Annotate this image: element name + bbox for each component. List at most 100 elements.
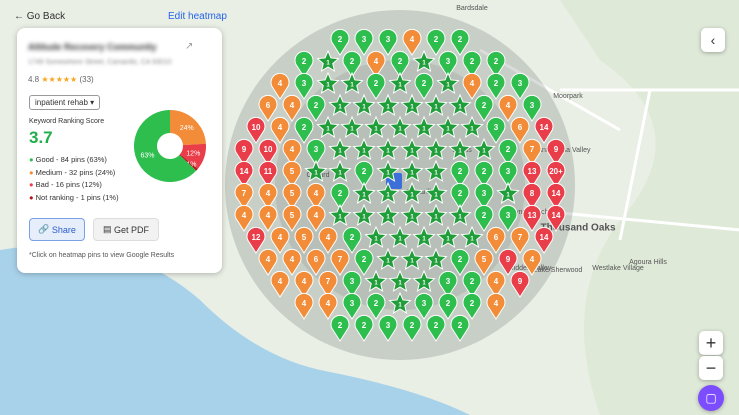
map-pin[interactable]: 3 xyxy=(510,72,530,100)
map-pin[interactable]: 1 xyxy=(352,137,376,160)
zoom-in[interactable]: + xyxy=(699,331,723,355)
map-pin[interactable]: 2 xyxy=(450,160,470,188)
map-pin[interactable]: 2 xyxy=(390,50,410,78)
map-pin[interactable]: 2 xyxy=(498,138,518,166)
map-pin[interactable]: 2 xyxy=(474,160,494,188)
map-pin[interactable]: 10 xyxy=(258,138,278,166)
map-pin[interactable]: 1 xyxy=(424,137,448,160)
map-pin[interactable]: 2 xyxy=(354,160,374,188)
map-pin[interactable]: 2 xyxy=(474,204,494,232)
map-pin[interactable]: 1 xyxy=(400,181,424,204)
map-pin[interactable]: 6 xyxy=(306,248,326,276)
map-pin[interactable]: 2 xyxy=(342,50,362,78)
map-pin[interactable]: 9 xyxy=(546,138,566,166)
map-pin[interactable]: 2 xyxy=(450,248,470,276)
map-pin[interactable]: 4 xyxy=(270,226,290,254)
map-pin[interactable]: 4 xyxy=(234,204,254,232)
map-pin[interactable]: 4 xyxy=(498,94,518,122)
map-pin[interactable]: 4 xyxy=(486,270,506,298)
map-pin[interactable]: 3 xyxy=(486,116,506,144)
map-pin[interactable]: 7 xyxy=(522,138,542,166)
map-pin[interactable]: 4 xyxy=(282,94,302,122)
map-pin[interactable]: 1 xyxy=(328,203,352,226)
map-pin[interactable]: 2 xyxy=(354,314,374,342)
map-pin[interactable]: 1 xyxy=(352,203,376,226)
map-pin[interactable]: 4 xyxy=(306,182,326,210)
map-pin[interactable]: 1 xyxy=(364,115,388,138)
back-link[interactable]: ← Go Back xyxy=(14,11,66,22)
map-pin[interactable]: 3 xyxy=(378,28,398,56)
map-pin[interactable]: 4 xyxy=(486,292,506,320)
share-button[interactable]: 🔗 Share xyxy=(29,218,85,241)
map-pin[interactable]: 5 xyxy=(282,204,302,232)
map-pin[interactable]: 1 xyxy=(412,49,436,72)
map-pin[interactable]: 1 xyxy=(340,115,364,138)
map-pin[interactable]: 1 xyxy=(352,181,376,204)
map-pin[interactable]: 2 xyxy=(354,248,374,276)
map-pin[interactable]: 1 xyxy=(328,159,352,182)
map-pin[interactable]: 13 xyxy=(522,204,542,232)
map-pin[interactable]: 1 xyxy=(388,115,412,138)
map-pin[interactable]: 14 xyxy=(546,204,566,232)
map-pin[interactable]: 1 xyxy=(424,159,448,182)
map-pin[interactable]: 8 xyxy=(522,182,542,210)
map-pin[interactable]: 3 xyxy=(474,182,494,210)
map-pin[interactable]: 2 xyxy=(486,72,506,100)
map-pin[interactable]: 1 xyxy=(496,181,520,204)
map-pin[interactable]: 2 xyxy=(294,50,314,78)
map-pin[interactable]: 4 xyxy=(318,292,338,320)
map-pin[interactable]: 1 xyxy=(316,49,340,72)
map-pin[interactable]: 1 xyxy=(424,181,448,204)
map-pin[interactable]: 2 xyxy=(450,28,470,56)
map-pin[interactable]: 4 xyxy=(258,204,278,232)
map-pin[interactable]: 4 xyxy=(270,270,290,298)
map-pin[interactable]: 13 xyxy=(522,160,542,188)
map-pin[interactable]: 2 xyxy=(462,270,482,298)
map-pin[interactable]: 1 xyxy=(364,269,388,292)
map-pin[interactable]: 3 xyxy=(414,292,434,320)
map-pin[interactable]: 3 xyxy=(498,204,518,232)
map-pin[interactable]: 2 xyxy=(330,314,350,342)
map-pin[interactable]: 1 xyxy=(448,203,472,226)
map-pin[interactable]: 2 xyxy=(330,182,350,210)
map-pin[interactable]: 4 xyxy=(258,182,278,210)
map-pin[interactable]: 7 xyxy=(510,226,530,254)
map-pin[interactable]: 5 xyxy=(282,160,302,188)
map-pin[interactable]: 1 xyxy=(388,269,412,292)
map-pin[interactable]: 2 xyxy=(294,116,314,144)
map-pin[interactable]: 20+ xyxy=(546,160,566,188)
map-pin[interactable]: 1 xyxy=(400,203,424,226)
map-pin[interactable]: 3 xyxy=(438,50,458,78)
map-pin[interactable]: 1 xyxy=(304,159,328,182)
map-pin[interactable]: 1 xyxy=(460,115,484,138)
map-pin[interactable]: 2 xyxy=(366,292,386,320)
map-pin[interactable]: 2 xyxy=(426,314,446,342)
map-pin[interactable]: 1 xyxy=(376,247,400,270)
map-pin[interactable]: 1 xyxy=(400,159,424,182)
map-pin[interactable]: 4 xyxy=(318,226,338,254)
map-pin[interactable]: 2 xyxy=(366,72,386,100)
map-pin[interactable]: 6 xyxy=(510,116,530,144)
map-pin[interactable]: 1 xyxy=(436,225,460,248)
map-pin[interactable]: 1 xyxy=(376,159,400,182)
map-pin[interactable]: 1 xyxy=(376,181,400,204)
map-pin[interactable]: 4 xyxy=(282,138,302,166)
map-pin[interactable]: 2 xyxy=(462,50,482,78)
open-icon[interactable]: ↗ xyxy=(185,41,194,52)
map-pin[interactable]: 1 xyxy=(400,93,424,116)
map-pin[interactable]: 3 xyxy=(378,314,398,342)
map-pin[interactable]: 9 xyxy=(498,248,518,276)
map-pin[interactable]: 1 xyxy=(376,203,400,226)
map-pin[interactable]: 6 xyxy=(486,226,506,254)
map-pin[interactable]: 1 xyxy=(340,71,364,94)
map-pin[interactable]: 2 xyxy=(474,94,494,122)
map-pin[interactable]: 2 xyxy=(486,50,506,78)
map-pin[interactable]: 1 xyxy=(316,115,340,138)
map-pin[interactable]: 1 xyxy=(388,71,412,94)
map-pin[interactable]: 6 xyxy=(258,94,278,122)
map-pin[interactable]: 11 xyxy=(258,160,278,188)
map-pin[interactable]: 1 xyxy=(448,137,472,160)
map-pin[interactable]: 1 xyxy=(376,93,400,116)
map-pin[interactable]: 2 xyxy=(438,292,458,320)
map-pin[interactable]: 1 xyxy=(460,225,484,248)
